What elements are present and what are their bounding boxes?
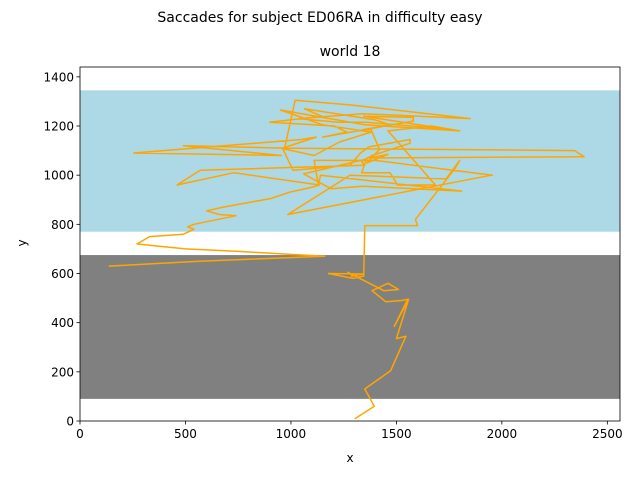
y-tick-label-0: 0: [66, 415, 74, 429]
x-tick-label-3: 1500: [381, 427, 412, 441]
y-tick-label-6: 1200: [43, 120, 74, 134]
y-tick-label-5: 1000: [43, 169, 74, 183]
y-tick-label-3: 600: [51, 267, 74, 281]
plot-area: 0 500 1000 1500 2000 2500 0 200 400 600 800 1000 120…: [43, 66, 623, 441]
x-tick-label-0: 0: [76, 427, 84, 441]
x-tick-label-1: 500: [174, 427, 197, 441]
saccade-line-0: [108, 99, 585, 420]
y-tick-label-7: 1400: [43, 70, 74, 84]
axes-frame: [79, 66, 621, 422]
x-axis-label: x: [346, 451, 353, 465]
x-tick-label-5: 2500: [592, 427, 623, 441]
y-tick-label-2: 400: [51, 316, 74, 330]
chart-title: world 18: [320, 44, 381, 60]
region-band-1: [80, 255, 620, 399]
y-tick-label-1: 200: [51, 365, 74, 379]
x-tick-label-2: 1000: [276, 427, 307, 441]
chart-suptitle: Saccades for subject ED06RA in difficult…: [157, 10, 482, 26]
y-axis-label: y: [15, 239, 29, 246]
x-tick-label-4: 2000: [487, 427, 518, 441]
y-tick-label-4: 800: [51, 218, 74, 232]
